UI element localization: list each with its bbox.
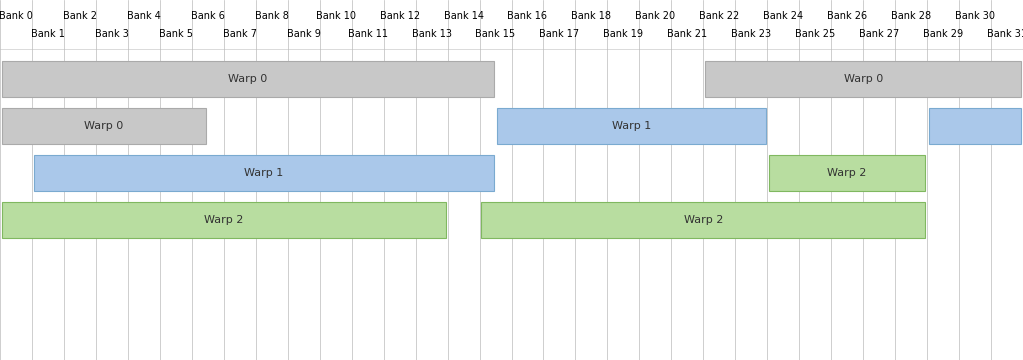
Text: Bank 15: Bank 15: [476, 29, 516, 39]
Text: Warp 1: Warp 1: [244, 168, 283, 178]
Bar: [481, 202, 926, 238]
Text: Bank 21: Bank 21: [667, 29, 707, 39]
Text: Warp 1: Warp 1: [612, 121, 651, 131]
Text: Warp 0: Warp 0: [228, 74, 267, 84]
Bar: [769, 155, 926, 191]
Text: Warp 2: Warp 2: [683, 215, 723, 225]
Bar: [2, 61, 494, 97]
Text: Warp 2: Warp 2: [205, 215, 243, 225]
Text: Bank 24: Bank 24: [763, 11, 803, 21]
Bar: [497, 108, 765, 144]
Text: Bank 8: Bank 8: [255, 11, 288, 21]
Text: Bank 6: Bank 6: [191, 11, 225, 21]
Text: Bank 9: Bank 9: [286, 29, 320, 39]
Text: Bank 31: Bank 31: [987, 29, 1023, 39]
Text: Bank 18: Bank 18: [572, 11, 612, 21]
Text: Bank 23: Bank 23: [731, 29, 771, 39]
Text: Bank 11: Bank 11: [348, 29, 388, 39]
Bar: [34, 155, 494, 191]
Text: Bank 20: Bank 20: [635, 11, 675, 21]
Text: Bank 4: Bank 4: [127, 11, 161, 21]
Bar: [2, 202, 446, 238]
Text: Bank 25: Bank 25: [795, 29, 836, 39]
Text: Warp 0: Warp 0: [84, 121, 124, 131]
Text: Bank 30: Bank 30: [955, 11, 995, 21]
Text: Bank 22: Bank 22: [699, 11, 740, 21]
Text: Bank 14: Bank 14: [444, 11, 484, 21]
Text: Bank 12: Bank 12: [380, 11, 419, 21]
Text: Bank 0: Bank 0: [0, 11, 33, 21]
Text: Bank 28: Bank 28: [891, 11, 931, 21]
Text: Bank 7: Bank 7: [223, 29, 257, 39]
Text: Bank 1: Bank 1: [31, 29, 64, 39]
Text: Bank 26: Bank 26: [828, 11, 868, 21]
Bar: [929, 108, 1021, 144]
Text: Bank 3: Bank 3: [95, 29, 129, 39]
Text: Bank 2: Bank 2: [63, 11, 97, 21]
Text: Bank 16: Bank 16: [507, 11, 547, 21]
Text: Bank 29: Bank 29: [923, 29, 963, 39]
Bar: [2, 108, 207, 144]
Text: Warp 0: Warp 0: [844, 74, 883, 84]
Text: Bank 27: Bank 27: [859, 29, 899, 39]
Text: Bank 5: Bank 5: [159, 29, 192, 39]
Text: Bank 17: Bank 17: [539, 29, 579, 39]
Bar: [705, 61, 1021, 97]
Text: Bank 10: Bank 10: [316, 11, 356, 21]
Text: Bank 19: Bank 19: [604, 29, 643, 39]
Text: Warp 2: Warp 2: [828, 168, 866, 178]
Text: Bank 13: Bank 13: [411, 29, 451, 39]
